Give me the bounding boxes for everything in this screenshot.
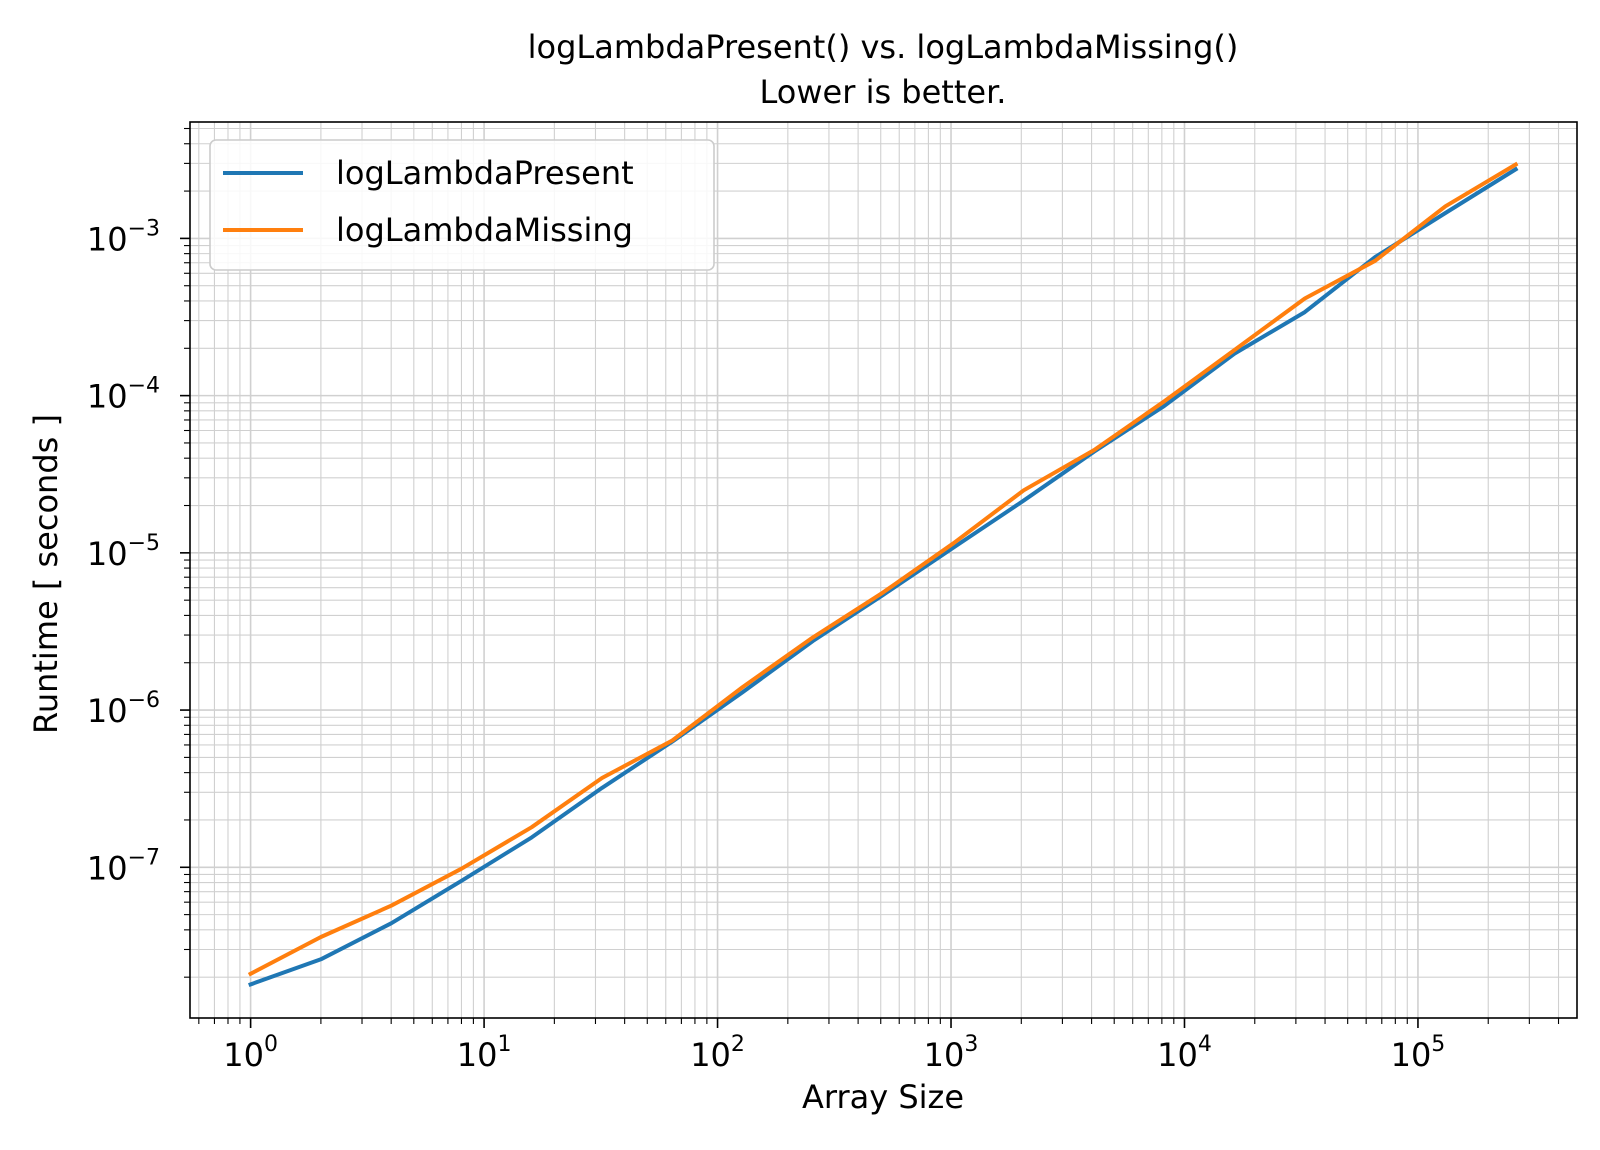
series-line-1: [248, 166, 1519, 987]
x-tick-label: 105: [1391, 1032, 1446, 1074]
y-tick-label: 10−3: [87, 216, 160, 258]
legend-label: logLambdaMissing: [336, 211, 633, 249]
y-tick-label: 10−5: [87, 531, 160, 573]
x-tick-label: 102: [690, 1032, 745, 1074]
series-line-2: [247, 161, 1519, 977]
x-tick-label: 101: [457, 1032, 512, 1074]
y-axis-label: Runtime [ seconds ]: [27, 414, 65, 734]
plot-frame: [189, 121, 1578, 1019]
y-tick-label: 10−4: [87, 374, 160, 416]
legend-box: [209, 139, 715, 271]
x-axis-label: Array Size: [802, 1078, 964, 1116]
x-tick-label: 103: [924, 1032, 979, 1074]
y-tick-label: 10−7: [87, 845, 160, 887]
chart-subtitle: Lower is better.: [760, 73, 1007, 111]
x-tick-label: 104: [1157, 1032, 1212, 1074]
x-tick-label: 100: [223, 1032, 278, 1074]
series-lines: [247, 161, 1519, 987]
axis-ticks: 100 101 102 103 104 105 10−7 10−6 10−5 10−4 10−3: [87, 127, 1560, 1074]
legend: logLambdaPresent logLambdaMissing: [209, 139, 715, 271]
chart-title: logLambdaPresent() vs. logLambdaMissing(…: [528, 28, 1239, 66]
legend-label: logLambdaPresent: [336, 154, 634, 192]
y-tick-label: 10−6: [87, 688, 160, 730]
